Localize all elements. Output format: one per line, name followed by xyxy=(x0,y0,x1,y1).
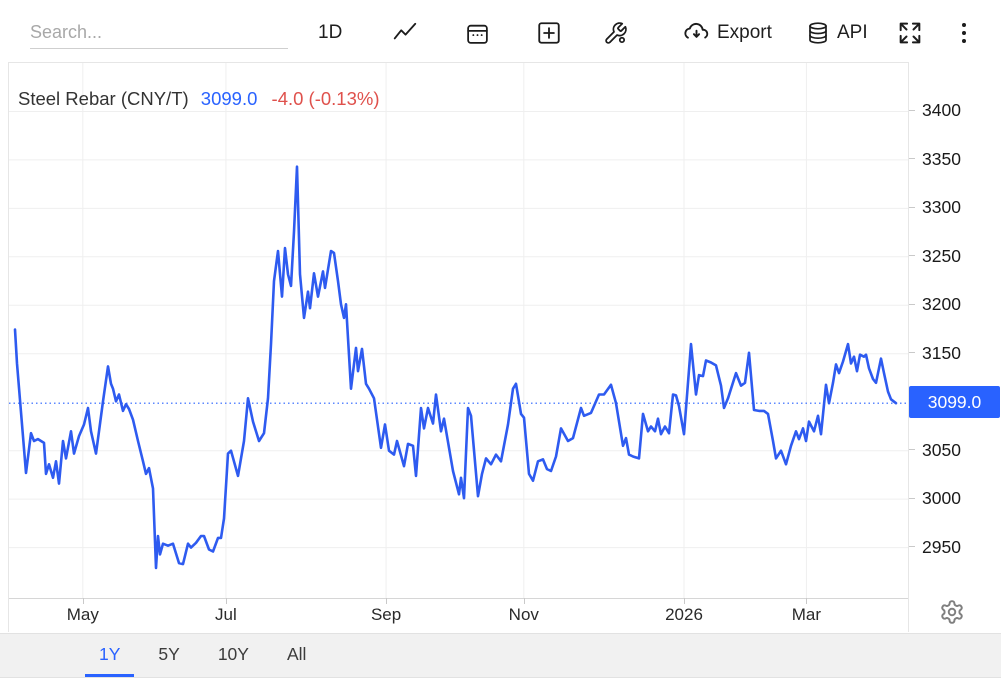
y-axis-tick xyxy=(909,352,915,354)
wrench-icon xyxy=(603,21,628,46)
y-axis-label: 3300 xyxy=(922,197,961,218)
export-button[interactable]: Export xyxy=(683,16,772,50)
compare-add-icon xyxy=(536,20,562,46)
toolbar: 1D xyxy=(0,0,1001,62)
y-axis-label: 2950 xyxy=(922,536,961,557)
export-label: Export xyxy=(717,22,772,43)
y-axis-tick xyxy=(909,109,915,111)
x-axis-label: Mar xyxy=(791,605,822,624)
settings-gear-icon xyxy=(939,599,965,628)
y-axis-tick xyxy=(909,497,915,499)
x-axis-label: May xyxy=(66,605,99,624)
api-label: API xyxy=(837,22,868,43)
x-axis-label: Sep xyxy=(370,605,402,624)
x-axis-label: 2026 xyxy=(665,605,703,624)
price-axis[interactable]: 3099.0 3400 3350 3300 3250 3200 3150 3050 3000 2… xyxy=(908,62,1001,632)
fullscreen-icon xyxy=(896,19,924,47)
y-axis-label: 3000 xyxy=(922,488,961,509)
y-axis-label: 3150 xyxy=(922,342,961,363)
y-axis-label: 3400 xyxy=(922,100,961,121)
cloud-download-icon xyxy=(683,20,710,47)
y-axis-label: 3250 xyxy=(922,245,961,266)
interval-label: 1D xyxy=(318,22,343,43)
y-axis-tick xyxy=(909,255,915,257)
y-axis-label: 3050 xyxy=(922,439,961,460)
instrument-title: Steel Rebar (CNY/T) xyxy=(18,88,189,109)
y-axis-tick xyxy=(909,303,915,305)
x-axis-tick xyxy=(523,598,525,604)
calendar-icon xyxy=(465,21,490,46)
x-axis-tick xyxy=(684,598,685,604)
y-axis-tick xyxy=(909,546,915,548)
more-menu-button[interactable] xyxy=(953,16,975,50)
last-price: 3099.0 xyxy=(200,88,258,109)
range-button-1y[interactable]: 1Y xyxy=(85,634,135,677)
range-bar: 1Y 5Y 10Y All xyxy=(0,633,1001,678)
x-axis-label: Nov xyxy=(508,605,539,624)
y-axis-tick xyxy=(909,158,915,160)
more-vertical-icon xyxy=(953,20,975,46)
tools-button[interactable] xyxy=(603,16,628,50)
y-axis-label: 3350 xyxy=(922,148,961,169)
y-axis-tick xyxy=(909,449,915,451)
range-button-5y[interactable]: 5Y xyxy=(144,634,193,677)
x-axis-tick xyxy=(82,598,84,604)
chart-area: May Jul Sep Nov 2026 Mar xyxy=(8,62,909,632)
x-axis-tick xyxy=(806,598,808,604)
x-axis-label: Jul xyxy=(215,605,237,624)
search-input[interactable] xyxy=(30,17,288,49)
current-price-badge: 3099.0 xyxy=(909,386,1000,419)
price-line-chart[interactable] xyxy=(9,63,909,599)
chart-type-button[interactable] xyxy=(392,16,418,50)
fullscreen-button[interactable] xyxy=(896,16,924,50)
chart-header: Steel Rebar (CNY/T) 3099.0 -4.0 (-0.13%) xyxy=(18,88,380,110)
range-button-all[interactable]: All xyxy=(273,634,320,677)
calendar-button[interactable] xyxy=(465,16,490,50)
y-axis-tick xyxy=(909,206,915,208)
interval-button[interactable]: 1D xyxy=(318,16,342,50)
x-axis-tick xyxy=(225,598,227,604)
line-chart-icon xyxy=(392,20,418,46)
chart-settings-button[interactable] xyxy=(937,598,967,628)
database-icon xyxy=(806,21,830,45)
x-axis-line xyxy=(9,598,909,599)
x-axis-tick xyxy=(386,598,388,604)
compare-add-button[interactable] xyxy=(536,16,562,50)
price-change: -4.0 (-0.13%) xyxy=(271,88,380,109)
api-button[interactable]: API xyxy=(806,16,868,50)
range-button-10y[interactable]: 10Y xyxy=(204,634,263,677)
y-axis-label: 3200 xyxy=(922,294,961,315)
